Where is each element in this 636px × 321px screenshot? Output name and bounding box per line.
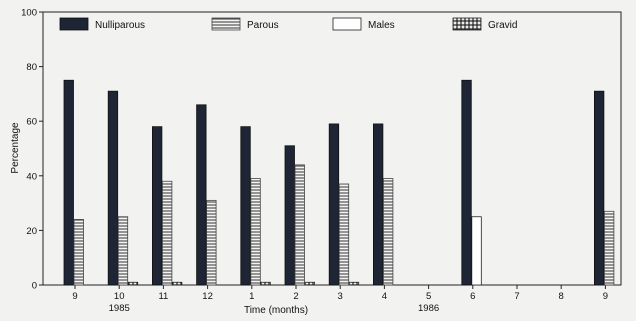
bar-parous-2 bbox=[161, 180, 173, 286]
year-label: 1985 bbox=[109, 303, 130, 314]
bar-nulliparous-0 bbox=[63, 79, 74, 286]
legend-label-nulliparous: Nulliparous bbox=[95, 20, 145, 31]
legend-swatch-gravid bbox=[452, 17, 482, 31]
legend-label-gravid: Gravid bbox=[488, 20, 517, 31]
bar-nulliparous-2 bbox=[151, 126, 163, 286]
bar-nulliparous-4 bbox=[240, 126, 251, 286]
bar-nulliparous-1 bbox=[107, 90, 119, 286]
bar-nulliparous-5 bbox=[284, 145, 295, 286]
x-tick-label: 4 bbox=[382, 291, 387, 302]
bar-parous-5 bbox=[294, 164, 305, 286]
legend-swatch-parous bbox=[211, 17, 241, 31]
x-tick-label: 1 bbox=[249, 291, 254, 302]
bar-parous-4 bbox=[250, 178, 261, 286]
bar-gravid-1 bbox=[127, 281, 139, 286]
bar-parous-7 bbox=[382, 178, 394, 286]
y-tick-label: 20 bbox=[26, 226, 37, 237]
x-tick-label: 2 bbox=[293, 291, 298, 302]
x-tick-label: 7 bbox=[514, 291, 519, 302]
x-tick-label: 11 bbox=[158, 291, 168, 302]
bar-parous-6 bbox=[338, 183, 350, 286]
bar-parous-12 bbox=[604, 210, 615, 286]
bar-gravid-5 bbox=[304, 281, 315, 286]
bar-parous-1 bbox=[117, 216, 129, 286]
legend-label-parous: Parous bbox=[247, 20, 279, 31]
year-label: 1986 bbox=[418, 303, 439, 314]
bar-parous-0 bbox=[73, 219, 84, 286]
legend-swatch-nulliparous bbox=[59, 17, 89, 31]
legend: Nulliparous Parous Males Gravid bbox=[59, 17, 517, 31]
x-tick-label: 9 bbox=[603, 291, 608, 302]
y-tick-label: 40 bbox=[26, 171, 37, 182]
bar-nulliparous-12 bbox=[594, 90, 605, 286]
y-tick-label: 100 bbox=[21, 8, 37, 19]
x-tick-label: 9 bbox=[72, 291, 77, 302]
bar-gravid-4 bbox=[260, 281, 271, 286]
bar-gravid-2 bbox=[171, 281, 183, 286]
y-tick-label: 60 bbox=[26, 117, 37, 128]
x-tick-label: 6 bbox=[470, 291, 475, 302]
bar-nulliparous-9 bbox=[461, 79, 472, 286]
x-tick-label: 12 bbox=[202, 291, 213, 302]
y-axis: 0 20 40 60 80 100 bbox=[21, 8, 43, 292]
bar-parous-3 bbox=[206, 199, 217, 286]
x-tick-label: 3 bbox=[338, 291, 343, 302]
x-tick-label: 8 bbox=[559, 291, 564, 302]
legend-label-males: Males bbox=[368, 20, 395, 31]
bar-nulliparous-3 bbox=[196, 104, 207, 286]
legend-swatch-males bbox=[332, 17, 362, 31]
x-axis-label: Time (months) bbox=[244, 305, 308, 316]
x-tick-label: 5 bbox=[426, 291, 431, 302]
bar-gravid-6 bbox=[348, 281, 360, 286]
bars bbox=[63, 79, 615, 286]
bar-nulliparous-6 bbox=[328, 123, 340, 286]
x-tick-label: 10 bbox=[114, 291, 125, 302]
y-tick-label: 80 bbox=[26, 62, 37, 73]
bar-males-9 bbox=[471, 216, 482, 286]
bar-nulliparous-7 bbox=[372, 123, 384, 286]
y-axis-label: Percentage bbox=[10, 122, 21, 174]
y-tick-label: 0 bbox=[32, 281, 37, 292]
